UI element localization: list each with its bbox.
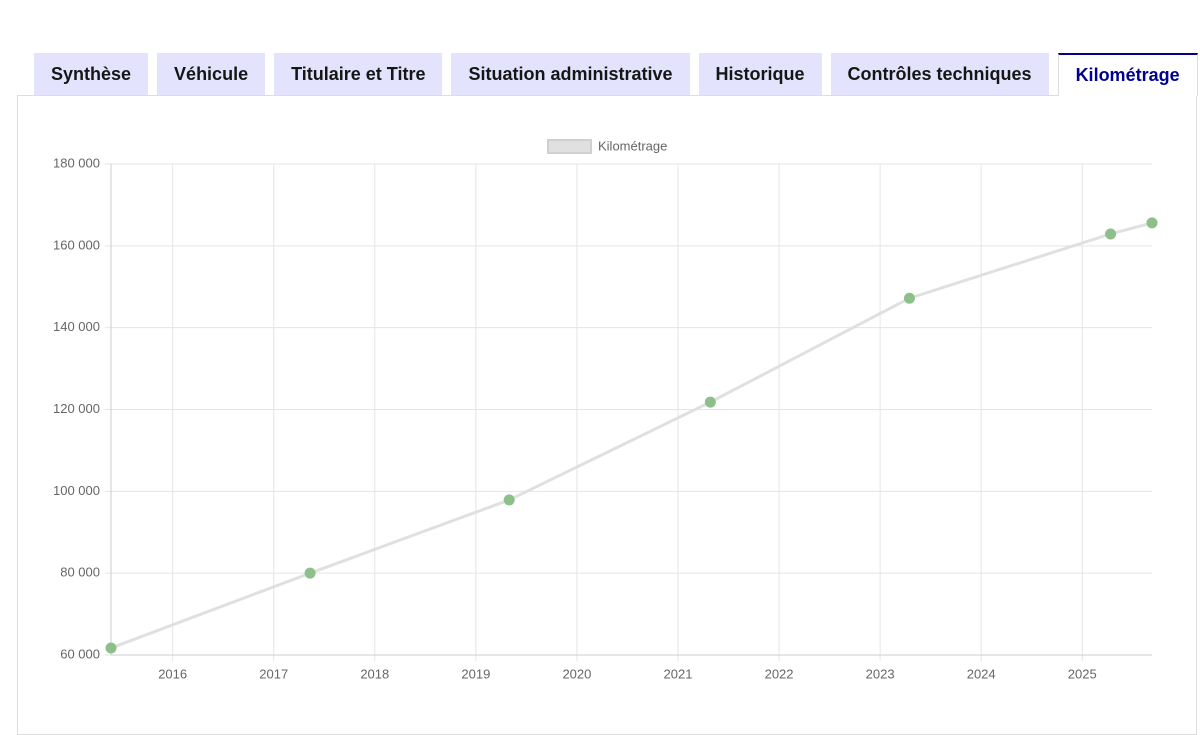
data-point [1105,228,1117,240]
tab[interactable]: Synthèse [34,53,149,95]
x-tick-label: 2021 [664,666,693,681]
data-point [503,494,515,506]
line [110,221,1153,650]
tab[interactable]: Véhicule [157,53,266,95]
x-tick-label: 2020 [562,666,591,681]
x-tick-label: 2024 [967,666,996,681]
tab[interactable]: Situation administrative [451,53,690,95]
y-tick-label: 60 000 [60,646,100,661]
y-tick-label: 140 000 [53,319,100,334]
y-tick-label: 160 000 [53,237,100,252]
x-tick-label: 2023 [866,666,895,681]
page: Kilométrage {"tabs": [ {"label": "Synthè… [17,53,1198,735]
x-tick-label: 2017 [259,666,288,681]
y-tick-label: 100 000 [53,483,100,498]
y-tick-label: 80 000 [60,565,100,580]
y-tick-label: 120 000 [53,401,100,416]
y-tick-label: 180 000 [53,155,100,170]
x-tick-label: 2018 [360,666,389,681]
x-tick-label: 2025 [1068,666,1097,681]
x-tick-label: 2022 [765,666,794,681]
tab[interactable]: Titulaire et Titre [274,53,443,95]
tab[interactable]: Historique [698,53,822,95]
body: Synthèse Véhicule Titulaire et Titre Situat… [17,53,1198,735]
tab[interactable]: Contrôles techniques [830,53,1049,95]
tab[interactable]: Kilométrage [1057,53,1198,96]
tab-bar: Synthèse Véhicule Titulaire et Titre Situat… [34,53,1198,96]
chart: 60 000 80 000 100 000 120 000 140 000 160 000… [53,138,1158,681]
legend-label: Kilométrage [598,138,667,153]
data-point [304,567,316,579]
x-tick-label: 2016 [158,666,187,681]
data-point [1146,217,1158,229]
x-tick-label: 2019 [461,666,490,681]
data-point [903,292,915,304]
legend-swatch [547,139,592,154]
data-point [704,396,716,408]
data-point [105,642,117,654]
